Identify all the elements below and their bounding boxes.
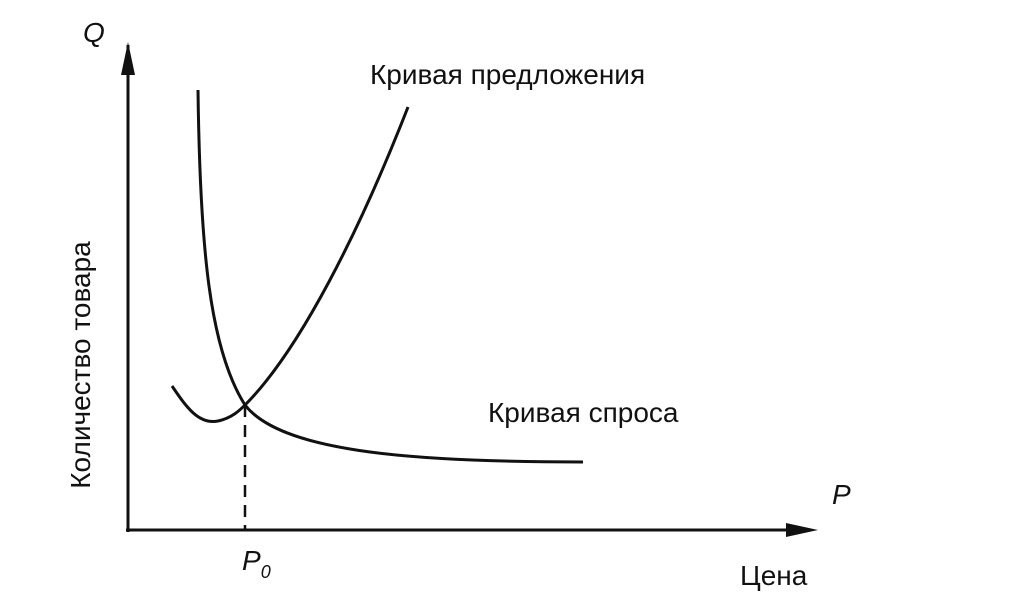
supply-label: Кривая предложения bbox=[370, 59, 645, 90]
equilibrium-subscript: 0 bbox=[261, 562, 271, 582]
y-arrow bbox=[121, 42, 135, 75]
demand-label: Кривая спроса bbox=[488, 397, 679, 428]
y-symbol: Q bbox=[83, 17, 105, 48]
x-symbol: P bbox=[832, 479, 851, 510]
equilibrium-symbol: P bbox=[242, 545, 261, 576]
y-label: Количество товара bbox=[65, 241, 96, 489]
x-arrow bbox=[786, 523, 818, 537]
equilibrium-label: P0 bbox=[242, 545, 271, 582]
x-label: Цена bbox=[740, 560, 808, 591]
